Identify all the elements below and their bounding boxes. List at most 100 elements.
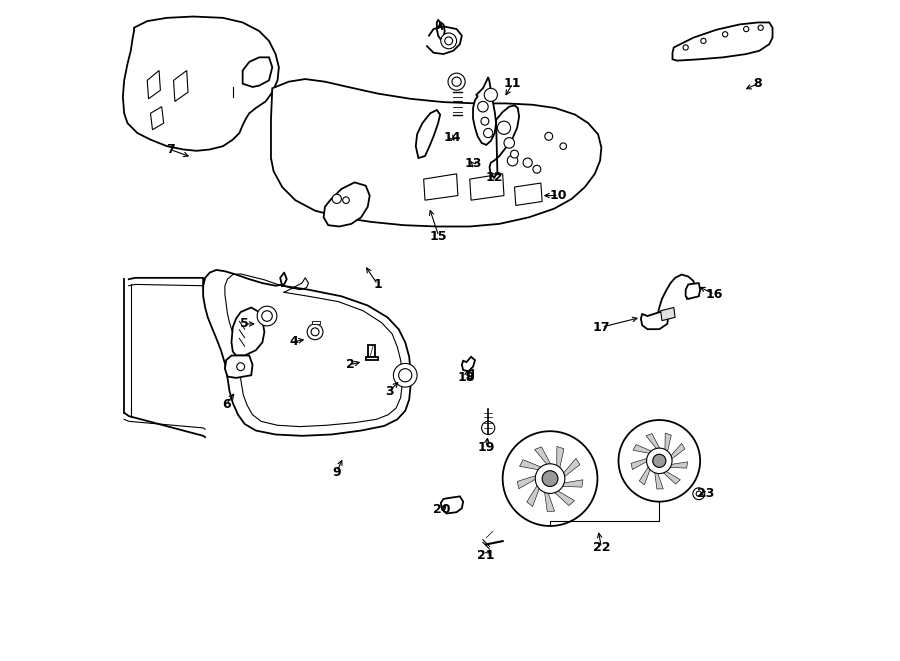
Polygon shape <box>148 71 160 98</box>
Circle shape <box>504 137 515 148</box>
Text: 7: 7 <box>166 143 175 156</box>
Polygon shape <box>271 79 601 227</box>
Polygon shape <box>672 22 772 61</box>
Circle shape <box>498 121 510 134</box>
Polygon shape <box>562 458 580 479</box>
Circle shape <box>307 324 323 340</box>
Polygon shape <box>670 444 685 461</box>
Circle shape <box>448 73 465 91</box>
Circle shape <box>332 194 341 204</box>
Circle shape <box>683 45 688 50</box>
Text: 11: 11 <box>504 77 521 90</box>
Polygon shape <box>633 445 654 454</box>
Circle shape <box>311 328 319 336</box>
Polygon shape <box>557 446 564 471</box>
Circle shape <box>441 33 456 49</box>
Circle shape <box>618 420 700 502</box>
Polygon shape <box>661 470 680 484</box>
Circle shape <box>646 448 672 473</box>
Circle shape <box>544 132 553 140</box>
Circle shape <box>484 89 498 101</box>
Circle shape <box>481 117 489 125</box>
Polygon shape <box>544 489 554 512</box>
Polygon shape <box>639 464 651 485</box>
Polygon shape <box>424 174 458 200</box>
Circle shape <box>483 128 493 137</box>
Text: 17: 17 <box>592 321 610 334</box>
Polygon shape <box>515 183 542 206</box>
Polygon shape <box>243 58 273 87</box>
Polygon shape <box>150 106 164 130</box>
Circle shape <box>343 197 349 204</box>
Circle shape <box>452 77 461 87</box>
Polygon shape <box>519 459 544 470</box>
Polygon shape <box>654 469 663 489</box>
Circle shape <box>237 363 245 371</box>
Text: 6: 6 <box>222 398 230 410</box>
Text: 12: 12 <box>486 171 503 184</box>
Polygon shape <box>631 457 650 469</box>
Polygon shape <box>123 17 279 151</box>
Circle shape <box>536 464 565 493</box>
Text: 5: 5 <box>240 317 249 330</box>
Polygon shape <box>416 110 440 158</box>
Polygon shape <box>365 357 378 360</box>
Text: 8: 8 <box>753 77 762 90</box>
Circle shape <box>560 143 566 149</box>
Circle shape <box>697 491 701 496</box>
Text: 18: 18 <box>458 371 475 385</box>
Circle shape <box>508 155 518 166</box>
Polygon shape <box>473 77 496 145</box>
Polygon shape <box>324 182 370 227</box>
Text: 16: 16 <box>706 288 724 301</box>
Circle shape <box>723 32 728 37</box>
Polygon shape <box>470 174 504 200</box>
Circle shape <box>399 369 412 382</box>
Text: 20: 20 <box>434 503 451 516</box>
Polygon shape <box>225 356 253 378</box>
Circle shape <box>503 431 598 526</box>
Circle shape <box>542 471 558 486</box>
Circle shape <box>445 37 453 45</box>
Text: 4: 4 <box>290 335 299 348</box>
Polygon shape <box>686 283 700 299</box>
Polygon shape <box>174 71 188 101</box>
Text: 15: 15 <box>430 230 447 243</box>
Polygon shape <box>441 496 464 514</box>
Circle shape <box>533 165 541 173</box>
Polygon shape <box>552 490 574 506</box>
Text: 22: 22 <box>592 541 610 554</box>
Polygon shape <box>665 433 671 455</box>
Text: 13: 13 <box>464 157 482 171</box>
Polygon shape <box>311 321 320 324</box>
Polygon shape <box>462 357 475 371</box>
Polygon shape <box>559 480 583 487</box>
Polygon shape <box>490 105 519 178</box>
Text: 23: 23 <box>697 487 714 500</box>
Text: 10: 10 <box>550 189 567 202</box>
Circle shape <box>652 454 666 467</box>
Circle shape <box>693 488 705 500</box>
Polygon shape <box>667 462 688 468</box>
Circle shape <box>758 25 763 30</box>
Polygon shape <box>526 483 540 506</box>
Polygon shape <box>368 345 375 357</box>
Circle shape <box>257 306 277 326</box>
Circle shape <box>262 311 273 321</box>
Text: 1: 1 <box>374 278 382 291</box>
Circle shape <box>701 38 706 44</box>
Text: 3: 3 <box>385 385 394 397</box>
Polygon shape <box>518 475 539 488</box>
Text: 9: 9 <box>332 465 341 479</box>
Polygon shape <box>641 311 669 329</box>
Circle shape <box>393 364 417 387</box>
Polygon shape <box>468 370 473 379</box>
Text: 19: 19 <box>478 440 495 453</box>
Polygon shape <box>535 447 552 467</box>
Polygon shape <box>231 307 265 356</box>
Polygon shape <box>646 434 661 451</box>
Circle shape <box>482 421 495 434</box>
Circle shape <box>523 158 532 167</box>
Text: 2: 2 <box>346 358 355 371</box>
Text: 21: 21 <box>478 549 495 562</box>
